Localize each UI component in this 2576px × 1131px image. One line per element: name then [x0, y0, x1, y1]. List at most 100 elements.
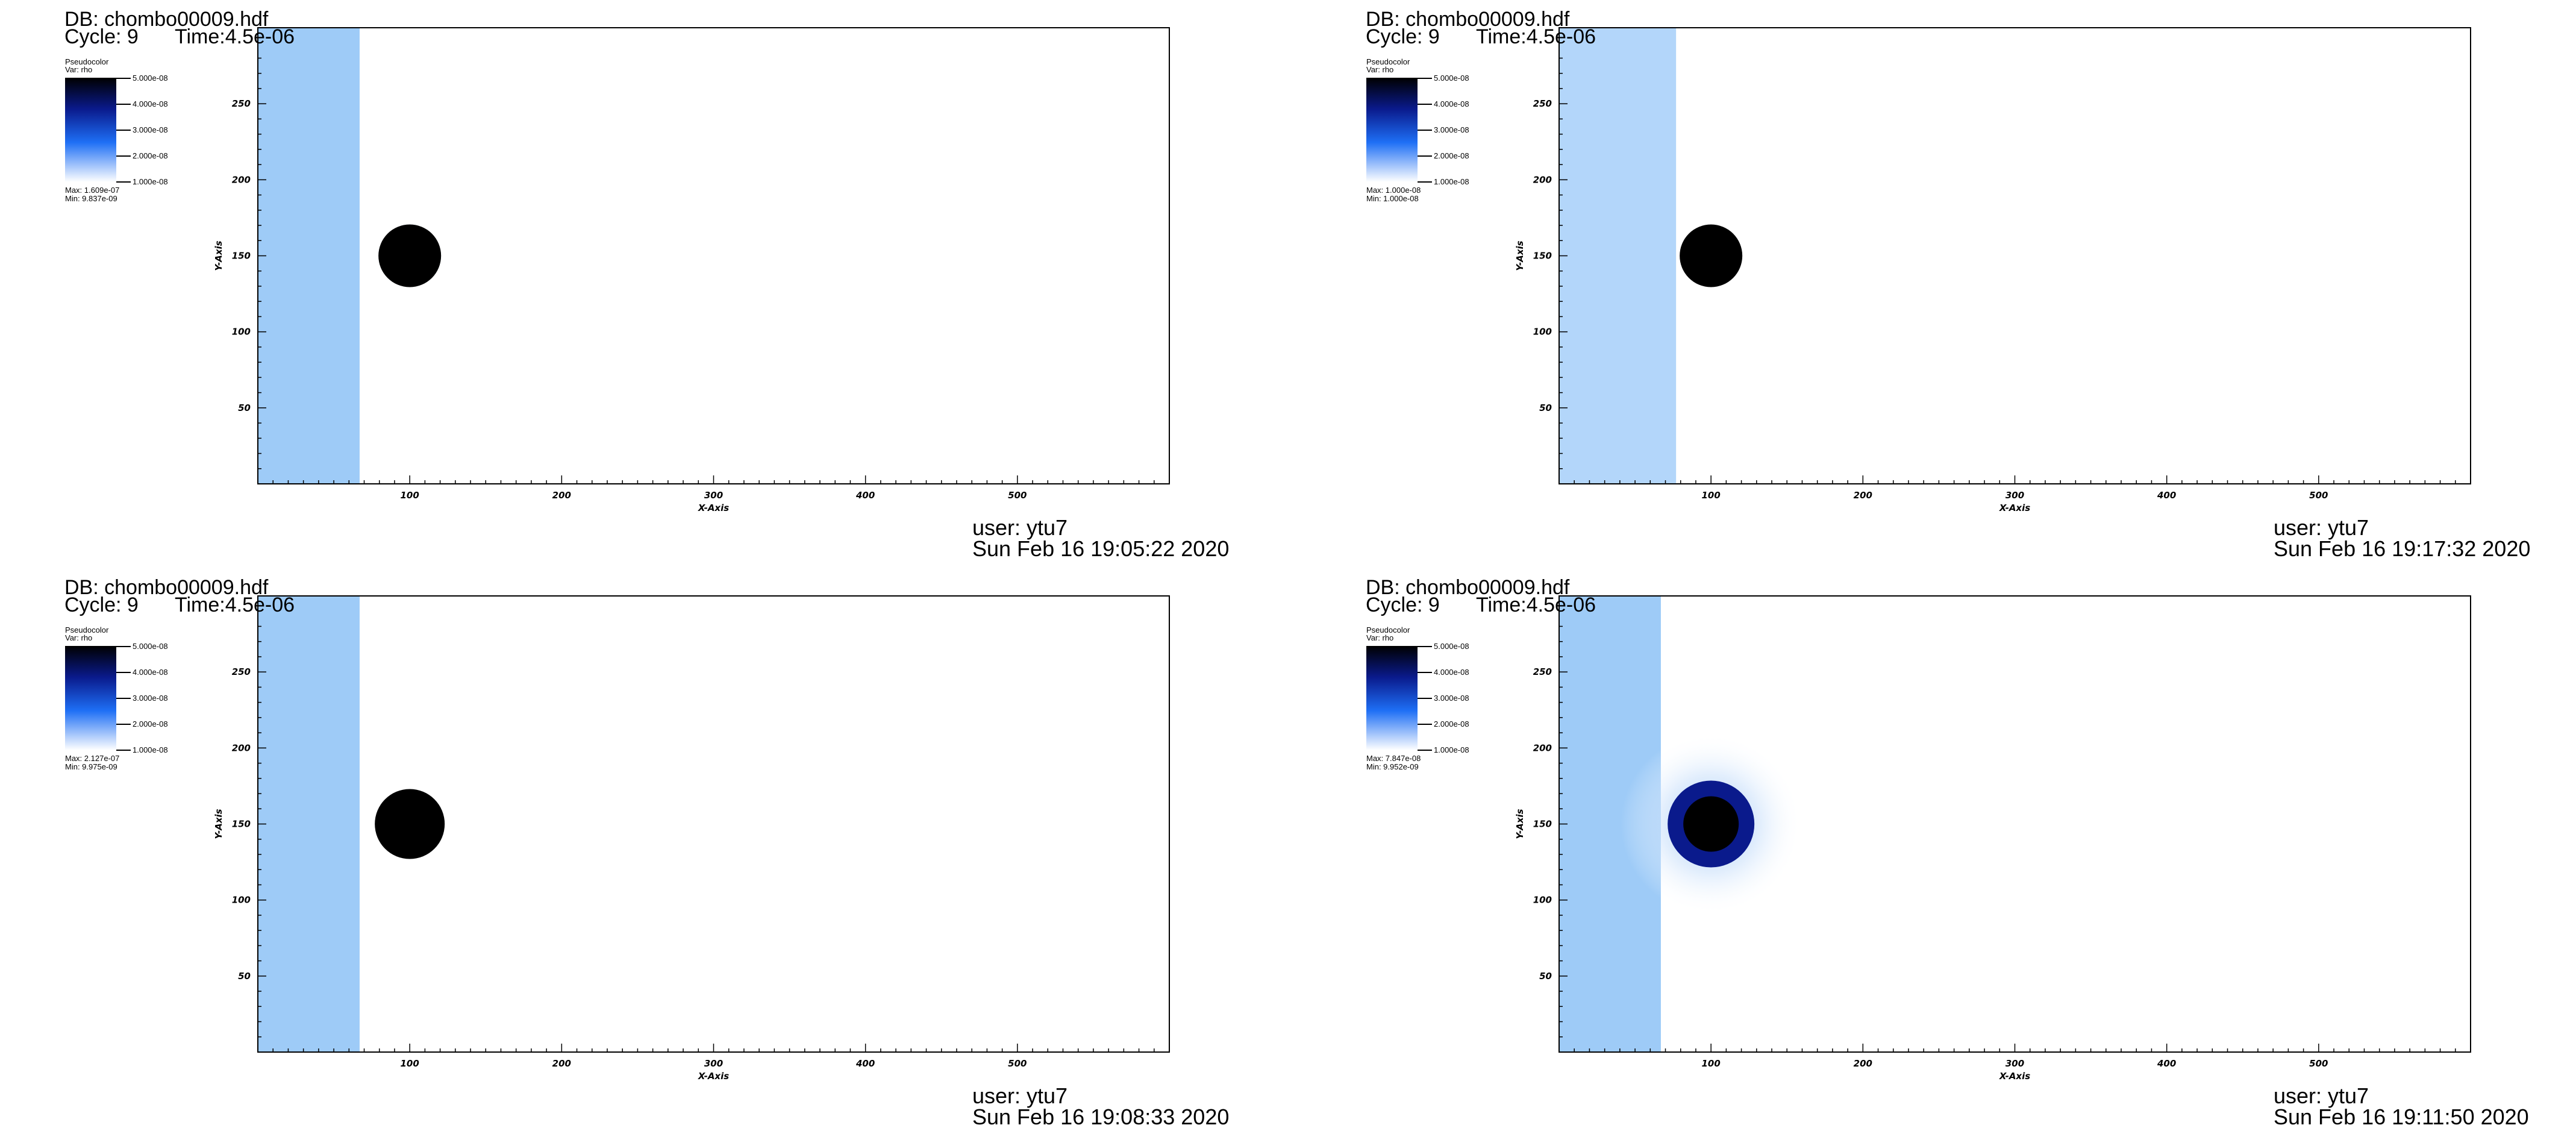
x-tick-label: 300	[704, 490, 723, 501]
legend-variable: Var: rho	[65, 65, 93, 74]
x-axis-title: X-Axis	[1999, 503, 2030, 513]
x-tick-label: 100	[401, 1058, 419, 1069]
shock-band	[258, 596, 360, 1052]
x-tick-label: 400	[2157, 1058, 2176, 1069]
colorbar-label: 5.000e-08	[133, 642, 168, 651]
colorbar-label: 3.000e-08	[133, 125, 168, 134]
y-tick-label: 250	[232, 666, 251, 677]
database-label: DB: chombo00009.hdf	[1366, 576, 1570, 599]
y-tick-label: 150	[232, 251, 251, 262]
legend-plot-type: Pseudocolor	[1366, 57, 1410, 66]
time-label: Time:4.5e-06	[1476, 25, 1596, 48]
database-label: DB: chombo00009.hdf	[64, 8, 269, 31]
colorbar-tick	[1418, 155, 1432, 157]
legend-variable: Var: rho	[65, 633, 93, 642]
database-label: DB: chombo00009.hdf	[64, 576, 269, 599]
legend-min: Min: 1.000e-08	[1366, 194, 1419, 203]
colorbar-label: 2.000e-08	[1434, 719, 1469, 728]
obstacle-circle	[1680, 224, 1743, 287]
colorbar-label: 1.000e-08	[133, 745, 168, 754]
colorbar-tick	[116, 672, 131, 673]
colorbar-tick	[116, 724, 131, 725]
colorbar-tick	[116, 78, 131, 79]
y-axis-title: Y-Axis	[1515, 240, 1525, 271]
colorbar-tick	[116, 130, 131, 131]
x-tick-label: 500	[1008, 1058, 1027, 1069]
y-tick-label: 100	[1533, 327, 1552, 337]
x-tick-label: 100	[1702, 490, 1721, 501]
colorbar-label: 5.000e-08	[133, 74, 168, 83]
user-label: user: ytu7	[972, 1083, 1068, 1108]
legend-max: Max: 1.000e-08	[1366, 186, 1421, 195]
shock-band	[258, 28, 360, 484]
x-tick-label: 400	[2157, 490, 2176, 501]
y-tick-label: 100	[232, 327, 251, 337]
date-label: Sun Feb 16 19:17:32 2020	[2274, 536, 2531, 561]
colorbar-label: 5.000e-08	[1434, 74, 1469, 83]
legend-plot-type: Pseudocolor	[1366, 625, 1410, 634]
y-tick-label: 200	[1533, 174, 1552, 185]
colorbar-tick	[1418, 181, 1432, 183]
y-tick-label: 250	[1533, 98, 1552, 109]
plot-area: 100 200 300 400 500 250 200 150 100 50 X-Axis Y-Axi…	[213, 27, 1170, 513]
plot-area: 100 200 300 400 500 250 200 150 100 50 X-Axis Y-Axi…	[1515, 27, 2471, 513]
y-tick-label: 100	[232, 895, 251, 906]
legend-plot-type: Pseudocolor	[65, 625, 109, 634]
legend-variable: Var: rho	[1366, 65, 1394, 74]
x-tick-label: 300	[704, 1058, 723, 1069]
legend-max: Max: 1.609e-07	[65, 186, 120, 195]
x-axis-title: X-Axis	[698, 503, 729, 513]
y-tick-label: 150	[1533, 251, 1552, 262]
x-axis-title: X-Axis	[1999, 1071, 2030, 1082]
y-tick-label: 150	[1533, 819, 1552, 830]
colorbar-label: 1.000e-08	[1434, 177, 1469, 186]
user-label: user: ytu7	[2274, 1083, 2369, 1108]
y-tick-label: 200	[232, 742, 251, 753]
colorbar-tick	[116, 155, 131, 157]
visit-window-2: 100 200 300 400 500 250 200 150 100 50 X-Axis Y-Axi…	[1301, 0, 2576, 563]
visit-window-4: 100 200 300 400 500 250 200 150 100 50 X-Axis Y-Axi…	[1301, 568, 2576, 1131]
obstacle-circle	[1683, 796, 1739, 852]
colorbar-tick	[1418, 130, 1432, 131]
legend-min: Min: 9.952e-09	[1366, 762, 1419, 771]
date-label: Sun Feb 16 19:05:22 2020	[972, 536, 1230, 561]
colorbar-tick	[1418, 78, 1432, 79]
visit-window-3: 100 200 300 400 500 250 200 150 100 50 X-Axis Y-Axi…	[0, 568, 1288, 1131]
colorbar-tick	[1418, 724, 1432, 725]
colorbar	[65, 78, 116, 182]
x-tick-label: 500	[1008, 490, 1027, 501]
y-tick-label: 50	[238, 971, 251, 982]
x-tick-label: 500	[2309, 1058, 2328, 1069]
y-tick-label: 50	[238, 403, 251, 413]
cycle-label: Cycle: 9	[1366, 25, 1440, 48]
y-axis-title: Y-Axis	[1515, 809, 1525, 839]
colorbar-label: 2.000e-08	[1434, 151, 1469, 160]
colorbar-label: 2.000e-08	[133, 719, 168, 728]
legend-variable: Var: rho	[1366, 633, 1394, 642]
x-tick-label: 400	[855, 490, 875, 501]
x-tick-label: 200	[552, 1058, 571, 1069]
legend-plot-type: Pseudocolor	[65, 57, 109, 66]
colorbar	[1366, 646, 1418, 750]
y-axis-title: Y-Axis	[213, 240, 224, 271]
colorbar-tick	[1418, 698, 1432, 699]
colorbar-tick	[1418, 646, 1432, 647]
x-tick-label: 400	[855, 1058, 875, 1069]
colorbar-label: 3.000e-08	[133, 694, 168, 703]
colorbar-tick	[116, 104, 131, 105]
cycle-label: Cycle: 9	[1366, 594, 1440, 616]
cycle-label: Cycle: 9	[64, 25, 139, 48]
colorbar-tick	[116, 698, 131, 699]
colorbar-label: 3.000e-08	[1434, 125, 1469, 134]
colorbar-label: 4.000e-08	[1434, 668, 1469, 677]
x-tick-label: 300	[2005, 490, 2024, 501]
y-tick-label: 100	[1533, 895, 1552, 906]
y-tick-label: 250	[232, 98, 251, 109]
colorbar-label: 4.000e-08	[1434, 99, 1469, 108]
y-tick-label: 50	[1539, 971, 1552, 982]
colorbar-label: 1.000e-08	[1434, 745, 1469, 754]
date-label: Sun Feb 16 19:08:33 2020	[972, 1104, 1230, 1129]
x-tick-label: 300	[2005, 1058, 2024, 1069]
colorbar-tick	[116, 181, 131, 183]
time-label: Time:4.5e-06	[175, 594, 295, 616]
